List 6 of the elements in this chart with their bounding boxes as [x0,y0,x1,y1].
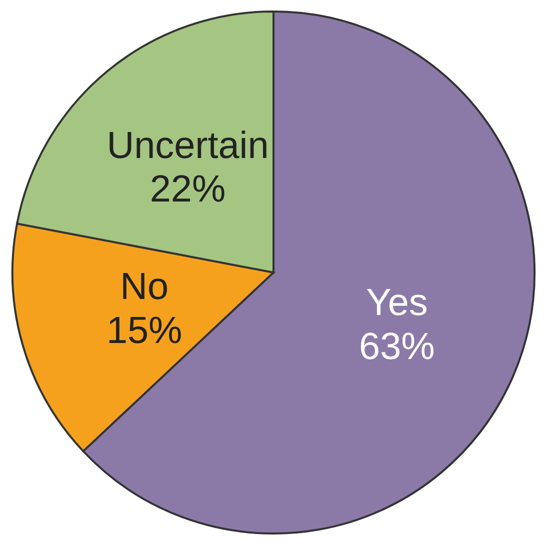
data-label: 15% [106,310,182,352]
slice-label: Uncertain [106,124,269,167]
slice-label: Yes [366,282,428,324]
slice-label: No [120,266,169,308]
data-label: 22% [150,168,226,211]
data-label: 63% [359,326,435,368]
